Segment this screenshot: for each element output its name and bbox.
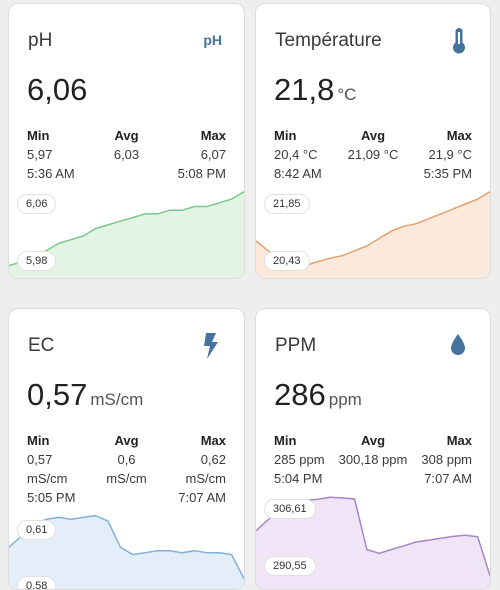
- min-column: Min 20,4 °C 8:42 AM: [274, 126, 322, 183]
- chart-min-label: 290,55: [264, 556, 316, 576]
- ph-icon: pH: [203, 32, 222, 48]
- min-time: 5:05 PM: [27, 490, 76, 505]
- chart-max-label: 21,85: [264, 194, 310, 214]
- avg-value: 300,18 ppm: [338, 452, 408, 467]
- min-time: 8:42 AM: [274, 166, 322, 181]
- card-title: pH: [28, 30, 53, 51]
- sparkline-chart: [9, 514, 244, 589]
- avg-value: 0,6: [117, 452, 136, 467]
- min-label: Min: [274, 128, 297, 143]
- thermometer-icon: [452, 28, 466, 59]
- chart-max-label: 306,61: [264, 499, 316, 519]
- max-column: Max 0,62 mS/cm 7:07 AM: [178, 431, 226, 507]
- stats-row: Min 0,57 mS/cm 5:05 PM Avg 0,6 mS/cm Max…: [27, 431, 226, 505]
- current-value: 21,8 °C: [274, 72, 356, 108]
- min-time: 5:04 PM: [274, 471, 323, 486]
- max-value: 308 ppm: [421, 452, 472, 467]
- min-value: 5,97: [27, 147, 53, 162]
- sparkline-area: [9, 515, 244, 589]
- max-label: Max: [446, 433, 472, 448]
- min-value: 20,4 °C: [274, 147, 318, 162]
- stats-row: Min 20,4 °C 8:42 AM Avg 21,09 °C Max 21,…: [274, 126, 472, 186]
- avg-column: Avg 21,09 °C: [348, 126, 399, 164]
- lightning-icon: [203, 333, 219, 364]
- avg-label: Avg: [360, 128, 386, 143]
- current-value: 286 ppm: [274, 377, 362, 413]
- min-unit: mS/cm: [27, 471, 68, 486]
- max-time: 5:35 PM: [423, 166, 472, 181]
- max-label: Max: [200, 128, 226, 143]
- ec-card[interactable]: EC 0,57 mS/cm Min 0,57 mS/cm 5:05 PM Avg …: [8, 308, 245, 590]
- card-title: EC: [28, 335, 55, 356]
- chart-max-label: 0,61: [17, 520, 57, 540]
- max-time: 5:08 PM: [177, 166, 226, 181]
- avg-unit: mS/cm: [106, 471, 147, 486]
- min-label: Min: [27, 433, 50, 448]
- avg-column: Avg 6,03: [114, 126, 139, 164]
- max-column: Max 6,07 5:08 PM: [178, 126, 226, 183]
- max-value: 0,62: [200, 452, 226, 467]
- current-value: 6,06: [27, 72, 90, 108]
- max-value: 21,9 °C: [428, 147, 472, 162]
- max-column: Max 308 ppm 7:07 AM: [421, 431, 472, 488]
- max-label: Max: [200, 433, 226, 448]
- value-number: 21,8: [274, 72, 335, 107]
- min-label: Min: [27, 128, 50, 143]
- sparkline-line: [9, 514, 244, 580]
- ph-card[interactable]: pH pH 6,06 Min 5,97 5:36 AM Avg 6,03 Max…: [8, 3, 245, 279]
- value-unit: mS/cm: [90, 390, 144, 409]
- current-value: 0,57 mS/cm: [27, 377, 143, 413]
- max-label: Max: [446, 128, 472, 143]
- avg-column: Avg 300,18 ppm: [339, 431, 408, 469]
- ppm-card[interactable]: PPM 286 ppm Min 285 ppm 5:04 PM Avg 300,1…: [255, 308, 491, 590]
- avg-label: Avg: [114, 128, 139, 143]
- min-value: 285 ppm: [274, 452, 325, 467]
- chart-min-label: 20,43: [264, 251, 310, 271]
- max-time: 7:07 AM: [178, 490, 226, 505]
- value-number: 286: [274, 377, 326, 412]
- min-column: Min 5,97 5:36 AM: [27, 126, 75, 183]
- max-time: 7:07 AM: [424, 471, 472, 486]
- chart-min-label: 5,98: [17, 251, 57, 271]
- min-value: 0,57: [27, 452, 53, 467]
- chart-min-label: 0,58: [17, 576, 57, 589]
- avg-column: Avg 0,6 mS/cm: [106, 431, 146, 488]
- sparkline-chart: [9, 191, 244, 278]
- temperature-card[interactable]: Température 21,8 °C Min 20,4 °C 8:42 AM A…: [255, 3, 491, 279]
- value-unit: °C: [337, 85, 357, 104]
- avg-label: Avg: [360, 433, 386, 448]
- max-value: 6,07: [200, 147, 226, 162]
- value-number: 0,57: [27, 377, 88, 412]
- max-unit: mS/cm: [185, 471, 226, 486]
- avg-value: 6,03: [113, 147, 140, 162]
- sparkline-area: [9, 191, 244, 278]
- min-label: Min: [274, 433, 297, 448]
- sparkline-line: [9, 191, 244, 267]
- card-title: PPM: [275, 335, 317, 356]
- value-unit: ppm: [328, 390, 362, 409]
- min-column: Min 0,57 mS/cm 5:05 PM: [27, 431, 75, 507]
- avg-label: Avg: [114, 433, 139, 448]
- sparkline-area: [256, 191, 490, 278]
- value-number: 6,06: [27, 72, 88, 107]
- water-drop-icon: [450, 333, 466, 362]
- min-column: Min 285 ppm 5:04 PM: [274, 431, 325, 488]
- card-title: Température: [275, 30, 382, 51]
- chart-max-label: 6,06: [17, 194, 57, 214]
- max-column: Max 21,9 °C 5:35 PM: [424, 126, 472, 183]
- stats-row: Min 285 ppm 5:04 PM Avg 300,18 ppm Max 3…: [274, 431, 472, 491]
- avg-value: 21,09 °C: [347, 147, 399, 162]
- stats-row: Min 5,97 5:36 AM Avg 6,03 Max 6,07 5:08 …: [27, 126, 226, 186]
- min-time: 5:36 AM: [27, 166, 75, 181]
